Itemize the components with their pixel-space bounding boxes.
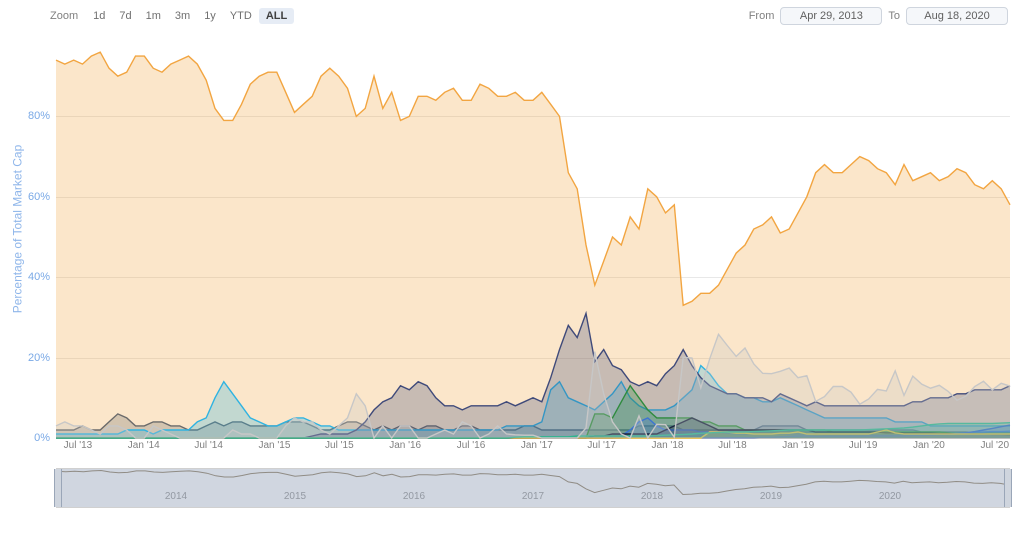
x-tick-label: Jan '19 xyxy=(782,440,814,451)
navigator-handle-left[interactable] xyxy=(54,469,62,507)
y-tick-label: 0% xyxy=(18,432,50,444)
x-tick-label: Jul '17 xyxy=(587,440,616,451)
x-tick-label: Jul '20 xyxy=(980,440,1009,451)
chart-area: Percentage of Total Market Cap 0%20%40%6… xyxy=(8,28,1016,466)
chart-container: Zoom 1d7d1m3m1yYTDALL From Apr 29, 2013 … xyxy=(0,0,1024,548)
x-tick-label: Jul '16 xyxy=(457,440,486,451)
x-tick-label: Jan '15 xyxy=(258,440,290,451)
navigator-selection[interactable] xyxy=(57,469,1009,507)
zoom-1y-button[interactable]: 1y xyxy=(197,8,223,24)
y-tick-label: 40% xyxy=(18,271,50,283)
zoom-3m-button[interactable]: 3m xyxy=(168,8,197,24)
x-tick-label: Jan '18 xyxy=(652,440,684,451)
y-tick-label: 60% xyxy=(18,191,50,203)
y-tick-label: 80% xyxy=(18,110,50,122)
x-tick-label: Jul '15 xyxy=(325,440,354,451)
zoom-ytd-button[interactable]: YTD xyxy=(223,8,259,24)
zoom-label: Zoom xyxy=(50,10,78,22)
y-tick-label: 20% xyxy=(18,352,50,364)
x-tick-label: Jan '17 xyxy=(521,440,553,451)
x-tick-label: Jul '13 xyxy=(64,440,93,451)
zoom-1d-button[interactable]: 1d xyxy=(86,8,112,24)
date-range-group: From Apr 29, 2013 To Aug 18, 2020 xyxy=(749,7,1008,25)
from-label: From xyxy=(749,10,775,22)
zoom-1m-button[interactable]: 1m xyxy=(139,8,168,24)
x-tick-label: Jan '16 xyxy=(389,440,421,451)
zoom-all-button[interactable]: ALL xyxy=(259,8,294,24)
x-tick-label: Jan '20 xyxy=(913,440,945,451)
to-date-input[interactable]: Aug 18, 2020 xyxy=(906,7,1008,25)
series-fill-bitcoin xyxy=(56,52,1010,438)
y-axis-label: Percentage of Total Market Cap xyxy=(10,28,24,430)
navigator-handle-right[interactable] xyxy=(1004,469,1012,507)
x-tick-label: Jul '19 xyxy=(849,440,878,451)
toolbar: Zoom 1d7d1m3m1yYTDALL From Apr 29, 2013 … xyxy=(8,4,1016,28)
series-svg xyxy=(56,36,1010,438)
from-date-input[interactable]: Apr 29, 2013 xyxy=(780,7,882,25)
x-tick-label: Jul '14 xyxy=(194,440,223,451)
x-tick-label: Jan '14 xyxy=(128,440,160,451)
to-label: To xyxy=(888,10,900,22)
zoom-group: Zoom 1d7d1m3m1yYTDALL xyxy=(50,10,294,22)
navigator[interactable]: 2014201520162017201820192020 xyxy=(56,468,1010,508)
plot-area[interactable]: 0%20%40%60%80%Jul '13Jan '14Jul '14Jan '… xyxy=(56,36,1010,439)
zoom-7d-button[interactable]: 7d xyxy=(112,8,138,24)
x-tick-label: Jul '18 xyxy=(718,440,747,451)
